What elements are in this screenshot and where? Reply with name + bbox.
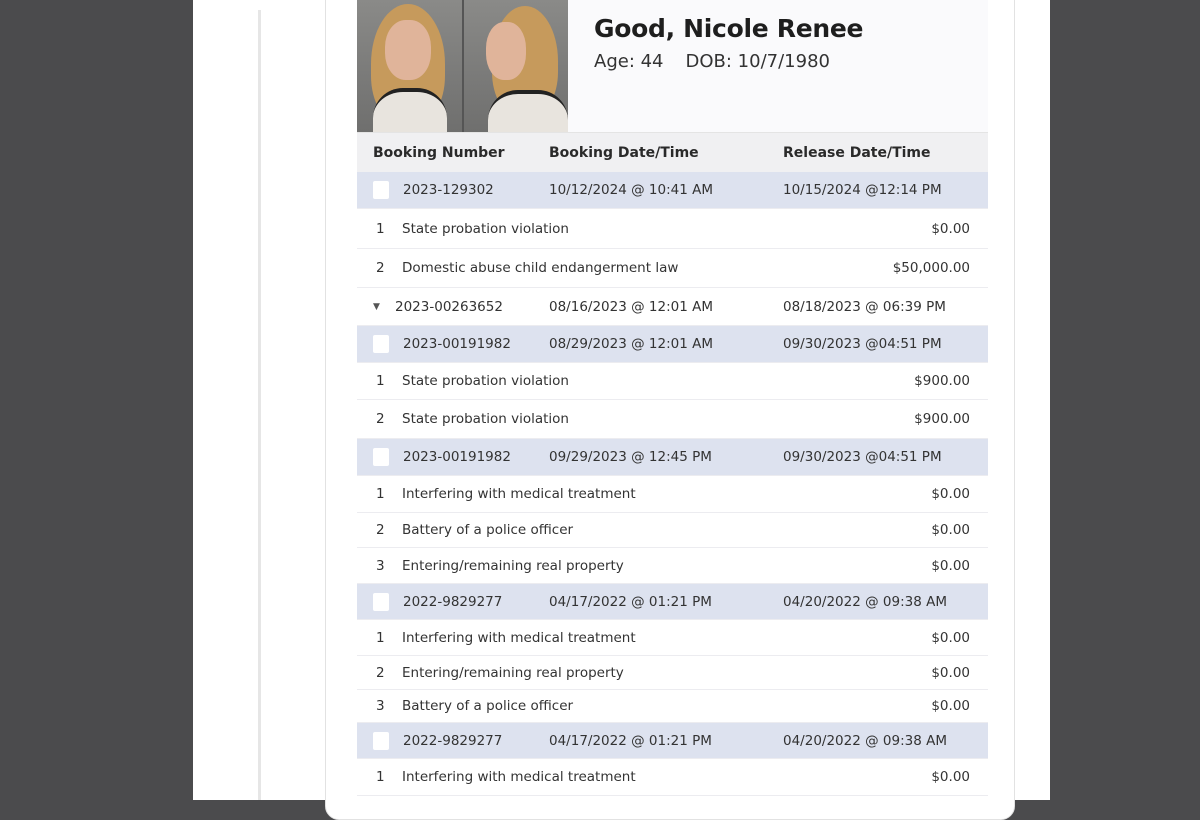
booking-row[interactable]: ▼ 2023-00263652 08/16/2023 @ 12:01 AM 08/…	[357, 288, 988, 326]
booking-row[interactable]: 2023-00191982 08/29/2023 @ 12:01 AM 09/3…	[357, 326, 988, 363]
mugshot-front	[357, 0, 462, 132]
charge-description: Entering/remaining real property	[402, 557, 624, 574]
charge-description: Battery of a police officer	[402, 698, 574, 714]
booking-row[interactable]: 2022-9829277 04/17/2022 @ 01:21 PM 04/20…	[357, 584, 988, 620]
charge-number: 3	[376, 698, 385, 714]
bond-amount: $0.00	[931, 557, 970, 574]
release-date: 04/20/2022 @ 09:38 AM	[783, 593, 947, 610]
row-checkbox[interactable]	[373, 181, 389, 199]
bond-amount: $50,000.00	[892, 260, 970, 276]
charge-number: 2	[376, 664, 385, 681]
booking-number: 2023-00191982	[403, 449, 511, 465]
booking-row[interactable]: 2023-129302 10/12/2024 @ 10:41 AM 10/15/…	[357, 172, 988, 209]
booking-date: 04/17/2022 @ 01:21 PM	[549, 593, 712, 610]
charge-number: 2	[376, 411, 385, 427]
bond-amount: $0.00	[931, 522, 970, 538]
release-date: 09/30/2023 @04:51 PM	[783, 449, 942, 465]
bond-amount: $0.00	[931, 664, 970, 681]
bond-amount: $0.00	[931, 698, 970, 714]
row-checkbox[interactable]	[373, 592, 389, 611]
col-release-date: Release Date/Time	[783, 144, 931, 161]
expand-triangle-icon[interactable]: ▼	[373, 301, 380, 312]
col-booking-number: Booking Number	[373, 144, 505, 161]
bond-amount: $900.00	[914, 373, 970, 389]
row-checkbox[interactable]	[373, 335, 389, 353]
release-date: 10/15/2024 @12:14 PM	[783, 182, 942, 198]
charge-description: Entering/remaining real property	[402, 664, 624, 681]
booking-row[interactable]: 2023-00191982 09/29/2023 @ 12:45 PM 09/3…	[357, 439, 988, 476]
charge-number: 1	[376, 486, 385, 502]
charge-description: State probation violation	[402, 411, 569, 427]
booking-date: 10/12/2024 @ 10:41 AM	[549, 182, 713, 198]
release-date: 08/18/2023 @ 06:39 PM	[783, 298, 946, 315]
bond-amount: $0.00	[931, 769, 970, 785]
charge-description: Interfering with medical treatment	[402, 486, 636, 502]
bond-amount: $0.00	[931, 486, 970, 502]
charge-number: 3	[376, 557, 385, 574]
charge-row: 2 Entering/remaining real property $0.00	[357, 656, 988, 690]
table-header: Booking Number Booking Date/Time Release…	[357, 132, 988, 172]
charge-row: 2 Battery of a police officer $0.00	[357, 513, 988, 548]
charge-number: 1	[376, 769, 385, 785]
row-checkbox[interactable]	[373, 448, 389, 466]
booking-date: 08/16/2023 @ 12:01 AM	[549, 298, 713, 315]
bond-amount: $0.00	[931, 629, 970, 646]
release-date: 09/30/2023 @04:51 PM	[783, 336, 942, 352]
charge-row: 3 Entering/remaining real property $0.00	[357, 548, 988, 584]
booking-date: 09/29/2023 @ 12:45 PM	[549, 449, 712, 465]
booking-number: 2022-9829277	[403, 593, 503, 610]
mugshot-profile	[463, 0, 568, 132]
booking-number: 2023-00263652	[395, 298, 503, 315]
divider	[258, 10, 261, 800]
charge-description: Interfering with medical treatment	[402, 629, 636, 646]
release-date: 04/20/2022 @ 09:38 AM	[783, 732, 947, 749]
charge-number: 2	[376, 260, 385, 276]
charge-number: 1	[376, 220, 385, 237]
row-checkbox[interactable]	[373, 731, 389, 750]
booking-date: 08/29/2023 @ 12:01 AM	[549, 336, 713, 352]
charge-row: 2 Domestic abuse child endangerment law …	[357, 249, 988, 288]
charge-number: 2	[376, 522, 385, 538]
booking-row[interactable]: 2022-9829277 04/17/2022 @ 01:21 PM 04/20…	[357, 723, 988, 759]
charge-description: State probation violation	[402, 373, 569, 389]
charge-description: Interfering with medical treatment	[402, 769, 636, 785]
booking-date: 04/17/2022 @ 01:21 PM	[549, 732, 712, 749]
mugshot-photo	[357, 0, 568, 132]
charge-number: 1	[376, 373, 385, 389]
booking-number: 2022-9829277	[403, 732, 503, 749]
charge-row: 1 Interfering with medical treatment $0.…	[357, 759, 988, 796]
booking-number: 2023-00191982	[403, 336, 511, 352]
charge-description: Battery of a police officer	[402, 522, 574, 538]
bond-amount: $0.00	[931, 220, 970, 237]
bond-amount: $900.00	[914, 411, 970, 427]
dob: DOB: 10/7/1980	[685, 51, 830, 72]
inmate-record: Good, Nicole Renee Age: 44 DOB: 10/7/1980…	[357, 0, 988, 796]
charge-row: 1 State probation violation $0.00	[357, 209, 988, 249]
charge-row: 2 State probation violation $900.00	[357, 400, 988, 439]
charge-row: 1 Interfering with medical treatment $0.…	[357, 620, 988, 656]
col-booking-date: Booking Date/Time	[549, 144, 699, 161]
charge-row: 1 State probation violation $900.00	[357, 363, 988, 400]
charge-number: 1	[376, 629, 385, 646]
person-name: Good, Nicole Renee	[594, 14, 864, 43]
charge-description: State probation violation	[402, 220, 569, 237]
record-header: Good, Nicole Renee Age: 44 DOB: 10/7/1980	[357, 0, 988, 132]
charge-row: 3 Battery of a police officer $0.00	[357, 690, 988, 723]
age: Age: 44	[594, 51, 664, 72]
booking-number: 2023-129302	[403, 182, 494, 198]
charge-row: 1 Interfering with medical treatment $0.…	[357, 476, 988, 513]
charge-description: Domestic abuse child endangerment law	[402, 260, 679, 276]
